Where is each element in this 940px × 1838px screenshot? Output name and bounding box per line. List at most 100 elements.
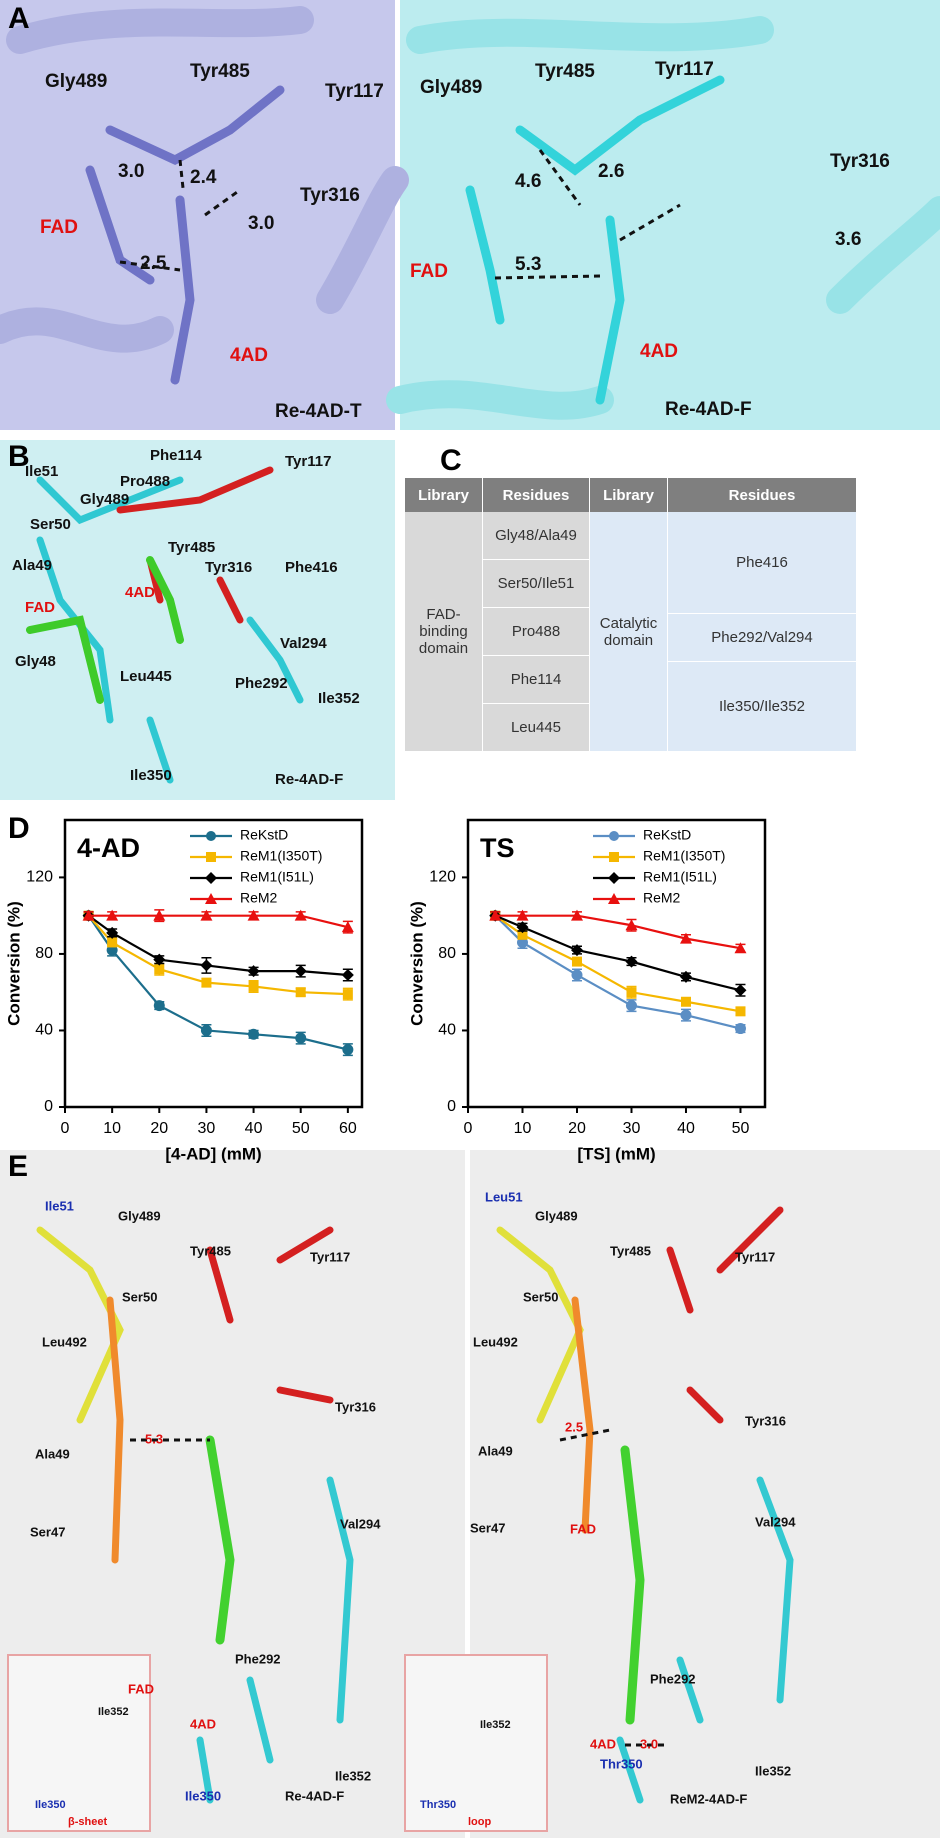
structure-decor bbox=[36, 1206, 794, 1804]
series-line bbox=[494, 914, 741, 1030]
residue-cell: Phe416 bbox=[668, 512, 857, 614]
structure-label: 3.0 bbox=[118, 161, 144, 182]
marker bbox=[570, 909, 583, 921]
marker bbox=[570, 944, 583, 957]
marker bbox=[82, 909, 95, 921]
structure-label: Tyr485 bbox=[168, 539, 215, 556]
legend-label: ReKstD bbox=[240, 827, 288, 843]
series bbox=[490, 910, 746, 1017]
structure-label: Ala49 bbox=[12, 557, 52, 574]
panel-letter: B bbox=[8, 440, 30, 473]
structure-label: Gly489 bbox=[80, 491, 129, 508]
legend-label: ReM1(I51L) bbox=[240, 869, 314, 885]
structure-label: Ser50 bbox=[30, 516, 71, 533]
marker bbox=[571, 969, 583, 981]
library-cell: Catalytic domain bbox=[590, 512, 668, 752]
y-axis-label: Conversion (%) bbox=[407, 901, 426, 1026]
y-tick-label: 80 bbox=[438, 945, 456, 962]
structure-label: Tyr316 bbox=[830, 151, 890, 172]
structure-label: Ser50 bbox=[122, 1289, 157, 1304]
marker bbox=[625, 919, 638, 931]
marker bbox=[295, 1032, 307, 1044]
residue-cell: Ile350/Ile352 bbox=[668, 662, 857, 752]
legend-label: ReKstD bbox=[643, 827, 691, 843]
residue-cell: Ser50/Ile51 bbox=[483, 560, 590, 608]
structure-label: Tyr485 bbox=[610, 1243, 651, 1258]
structure-label: 4AD bbox=[125, 584, 155, 601]
series bbox=[83, 910, 353, 1001]
structure-label: Re-4AD-T bbox=[275, 401, 362, 422]
legend-label: ReM1(I350T) bbox=[643, 848, 725, 864]
marker bbox=[679, 932, 692, 944]
legend-marker bbox=[206, 831, 216, 841]
legend-label: ReM1(I51L) bbox=[643, 869, 717, 885]
library-cell: FAD-binding domain bbox=[405, 512, 483, 752]
structure-label: Gly489 bbox=[118, 1208, 161, 1223]
y-tick-label: 40 bbox=[438, 1022, 456, 1039]
y-axis-label: Conversion (%) bbox=[4, 901, 23, 1026]
structure-label: 2.5 bbox=[565, 1419, 583, 1434]
structure-label: Ile51 bbox=[45, 1198, 74, 1213]
structure-label: Tyr117 bbox=[325, 81, 384, 102]
marker bbox=[200, 1024, 212, 1036]
x-tick-label: 30 bbox=[198, 1120, 216, 1137]
series-line bbox=[87, 914, 348, 996]
structure-label: Phe292 bbox=[650, 1671, 696, 1686]
legend-label: ReM1(I350T) bbox=[240, 848, 322, 864]
marker bbox=[341, 921, 354, 933]
structure-image bbox=[0, 440, 395, 800]
structure-label: 2.5 bbox=[140, 253, 167, 274]
structure-label: FAD bbox=[25, 599, 55, 616]
distance-line bbox=[130, 1428, 665, 1747]
structure-label: Tyr117 bbox=[735, 1249, 775, 1264]
marker bbox=[153, 953, 166, 966]
structure-label: Leu492 bbox=[42, 1334, 87, 1349]
residue-column: Gly48/Ala49 Ser50/Ile51 Pro488 Phe114 Leu445 bbox=[483, 512, 590, 752]
marker bbox=[679, 970, 692, 983]
marker bbox=[516, 909, 529, 921]
marker bbox=[106, 926, 119, 939]
structure-label: 2.4 bbox=[190, 167, 217, 188]
structure-label: Tyr316 bbox=[335, 1399, 376, 1414]
structure-label: Re-4AD-F bbox=[665, 399, 752, 420]
marker bbox=[106, 909, 119, 921]
marker bbox=[342, 989, 353, 1000]
inset bbox=[404, 1654, 548, 1832]
structure-label: Val294 bbox=[340, 1516, 381, 1531]
marker bbox=[734, 1023, 746, 1035]
structure-label: FAD bbox=[410, 261, 448, 282]
structure-label: 3.0 bbox=[248, 213, 274, 234]
legend-marker bbox=[205, 893, 217, 904]
panel-letter: E bbox=[8, 1150, 28, 1183]
series-line bbox=[88, 914, 349, 929]
panel-letter: D bbox=[8, 812, 30, 845]
chart-title: 4-AD bbox=[77, 833, 140, 863]
residue-column: Phe416 Phe292/Val294 Ile350/Ile352 bbox=[668, 512, 857, 752]
residue-table: Library Residues Library Residues FAD-bindin… bbox=[405, 478, 857, 752]
structure-label: Phe114 bbox=[150, 447, 202, 464]
marker bbox=[107, 937, 118, 948]
x-tick-label: 50 bbox=[732, 1120, 750, 1137]
structure-label: Ile350 bbox=[35, 1799, 66, 1811]
structure-label: Ser50 bbox=[523, 1289, 558, 1304]
series-line bbox=[495, 914, 741, 950]
marker bbox=[489, 909, 502, 921]
structure-label: Phe292 bbox=[235, 675, 288, 692]
legend-label: ReM2 bbox=[240, 890, 278, 906]
structure-label: Thr350 bbox=[420, 1799, 456, 1811]
panel-letter: C bbox=[440, 444, 462, 477]
marker bbox=[200, 959, 213, 972]
x-tick-label: 60 bbox=[339, 1120, 357, 1137]
structure-label: Ala49 bbox=[478, 1443, 513, 1458]
structure-label: Phe292 bbox=[235, 1651, 281, 1666]
structure-label: Leu445 bbox=[120, 668, 172, 685]
x-tick-label: 20 bbox=[568, 1120, 586, 1137]
structure-label: 5.3 bbox=[145, 1431, 163, 1446]
marker bbox=[516, 921, 529, 934]
x-tick-label: 10 bbox=[514, 1120, 532, 1137]
structure-label: Val294 bbox=[755, 1514, 796, 1529]
structure-label: Gly48 bbox=[15, 653, 56, 670]
structure-label: 4.6 bbox=[515, 171, 541, 192]
marker bbox=[625, 1000, 637, 1012]
